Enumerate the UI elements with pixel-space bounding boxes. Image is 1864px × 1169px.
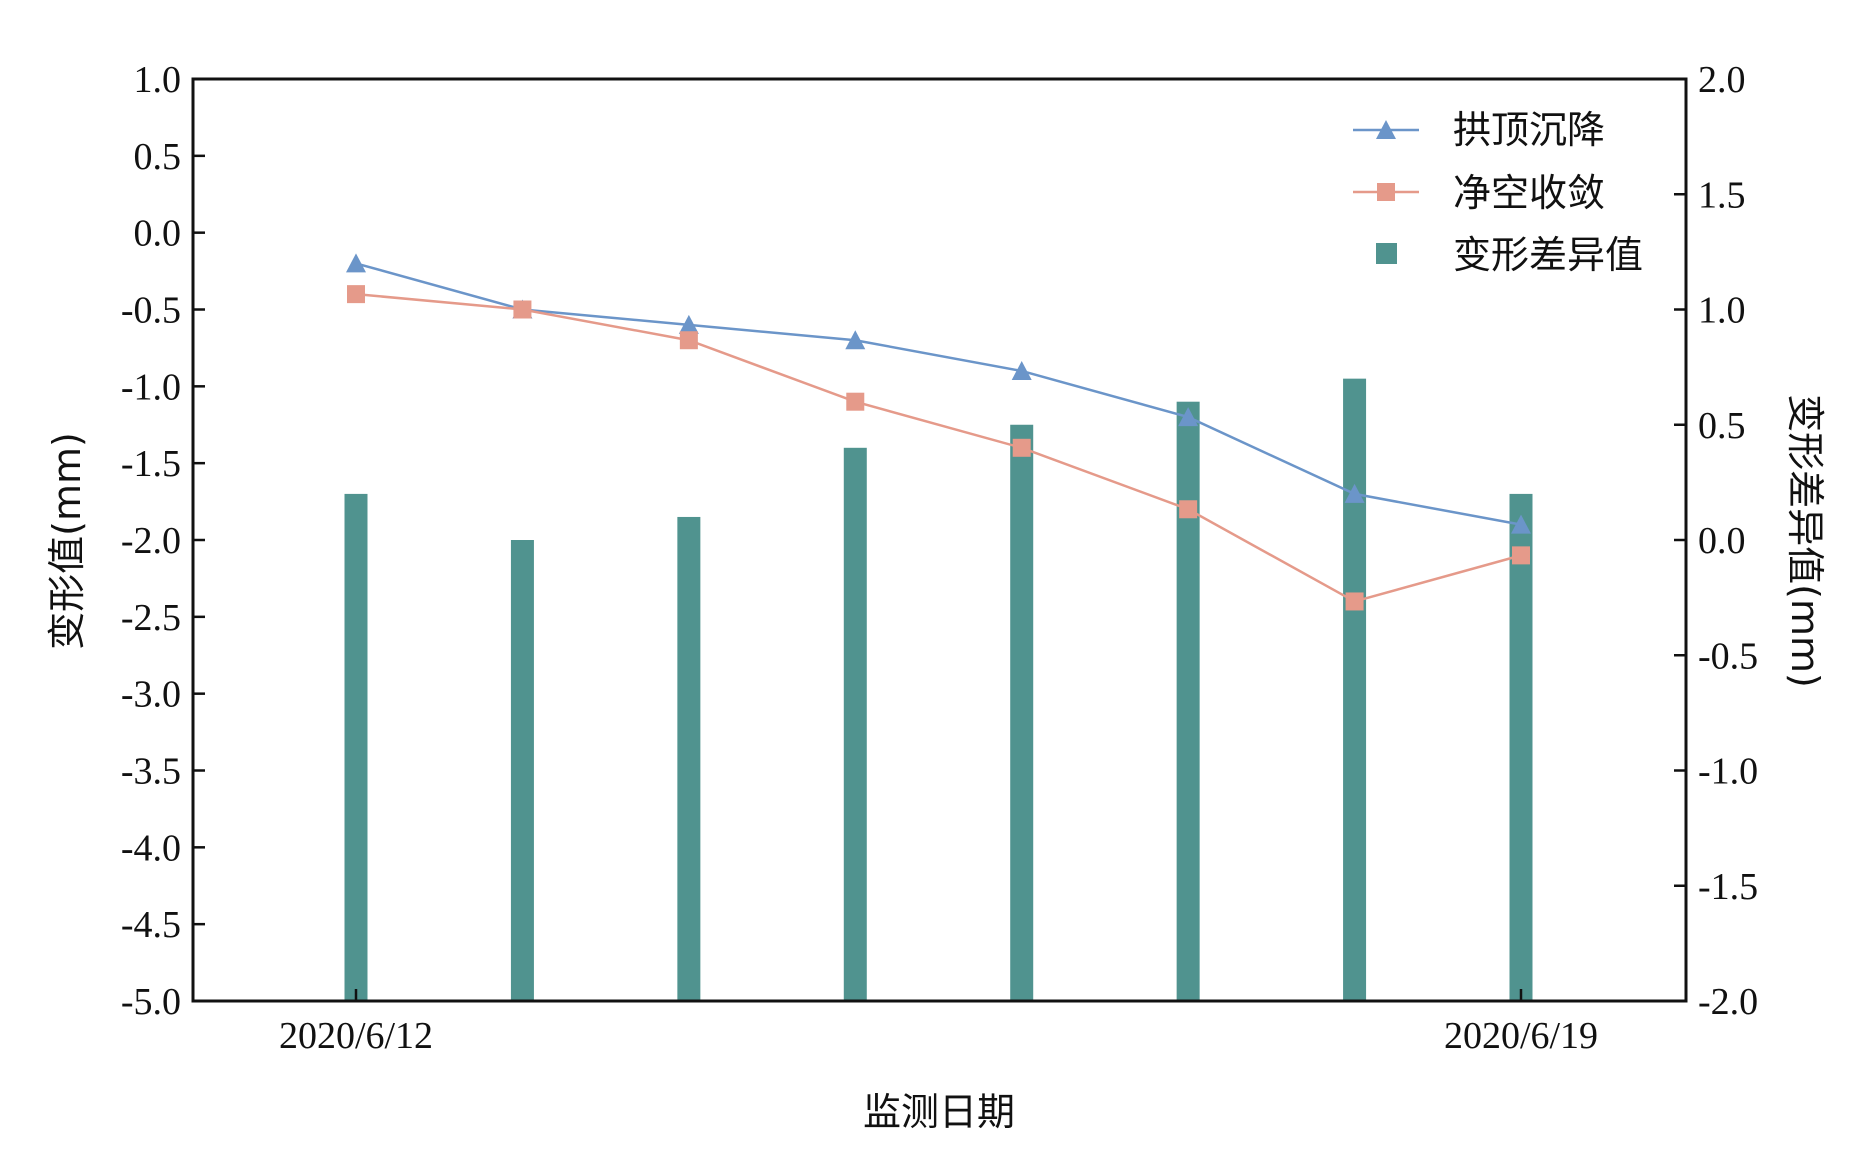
series-0-triangle-marker-4 — [1011, 360, 1032, 380]
left-tick-label-3: -0.5 — [121, 290, 181, 332]
x-axis-title: 监测日期 — [863, 1090, 1015, 1134]
right-tick-label-8: -2.0 — [1698, 981, 1758, 1023]
lines-layer — [355, 262, 1522, 603]
left-tick-label-9: -3.5 — [121, 751, 181, 793]
legend-marker-triangle — [1376, 120, 1396, 139]
legend-item-line-square: 净空收敛 — [1353, 171, 1605, 215]
legend: 拱顶沉降 净空收敛 变形差异值 — [1353, 108, 1643, 277]
right-tick-label-2: 1.0 — [1698, 290, 1746, 332]
x-axis-ticks: 2020/6/12 2020/6/19 — [279, 989, 1598, 1057]
bar-2 — [677, 516, 701, 1001]
left-tick-label-8: -3.0 — [121, 674, 181, 716]
left-tick-label-2: 0.0 — [134, 213, 182, 255]
x-tick-label-0: 2020/6/12 — [279, 1015, 433, 1057]
left-tick-label-12: -5.0 — [121, 981, 181, 1023]
legend-swatch-bar — [1376, 243, 1397, 264]
bar-6 — [1343, 378, 1367, 1001]
legend-marker-square — [1377, 183, 1395, 201]
series-1-square-marker-3 — [846, 392, 865, 411]
series-1-square-marker-2 — [679, 331, 698, 350]
right-tick-label-6: -1.0 — [1698, 751, 1758, 793]
right-tick-label-0: 2.0 — [1698, 59, 1746, 101]
right-tick-label-5: -0.5 — [1698, 635, 1758, 677]
bar-5 — [1176, 401, 1200, 1001]
left-tick-label-6: -2.0 — [121, 520, 181, 562]
right-tick-label-1: 1.5 — [1698, 174, 1746, 216]
series-0-triangle-marker-0 — [346, 253, 366, 273]
series-1-square-marker-7 — [1512, 546, 1530, 565]
bars-layer — [344, 378, 1533, 1001]
bar-3 — [843, 447, 867, 1001]
right-tick-label-4: 0.0 — [1698, 520, 1746, 562]
bar-1 — [510, 540, 534, 1001]
left-tick-label-0: 1.0 — [134, 59, 182, 101]
right-tick-label-3: 0.5 — [1698, 405, 1746, 447]
left-tick-label-4: -1.0 — [121, 366, 181, 408]
left-tick-label-11: -4.5 — [121, 904, 181, 946]
left-tick-label-5: -1.5 — [121, 443, 181, 485]
legend-item-line-triangle: 拱顶沉降 — [1353, 108, 1605, 152]
left-axis-ticks: 1.0 0.5 0.0 -0.5 -1.0 -1.5 -2.0 -2.5 -3.0 -3.5 -4.… — [121, 59, 205, 1023]
left-tick-label-1: 0.5 — [134, 136, 182, 178]
right-tick-label-7: -1.5 — [1698, 866, 1758, 908]
markers-layer — [346, 253, 1531, 611]
series-0-triangle-marker-5 — [1178, 407, 1199, 427]
legend-label-line-triangle: 拱顶沉降 — [1453, 108, 1605, 152]
series-1-square-marker-1 — [513, 300, 532, 319]
series-1-square-marker-5 — [1179, 500, 1198, 519]
series-line-1 — [355, 292, 1522, 603]
legend-item-bar: 变形差异值 — [1376, 233, 1643, 277]
right-axis-ticks: 2.0 1.5 1.0 0.5 0.0 -0.5 -1.0 -1.5 -2.0 — [1674, 59, 1758, 1023]
series-0-triangle-marker-6 — [1344, 483, 1365, 503]
legend-label-line-square: 净空收敛 — [1453, 171, 1605, 215]
left-tick-label-7: -2.5 — [121, 597, 181, 639]
left-tick-label-10: -4.0 — [121, 827, 181, 869]
series-1-square-marker-0 — [347, 285, 365, 304]
x-tick-label-1: 2020/6/19 — [1444, 1015, 1598, 1057]
bar-4 — [1010, 424, 1034, 1001]
series-0-triangle-marker-3 — [845, 330, 866, 350]
bar-0 — [344, 493, 368, 1001]
series-line-0 — [355, 262, 1522, 526]
series-1-square-marker-6 — [1345, 592, 1364, 611]
legend-label-bar: 变形差异值 — [1453, 233, 1643, 277]
series-0-triangle-marker-7 — [1511, 514, 1531, 534]
left-axis-title: 变形值(mm) — [45, 432, 89, 650]
series-0-triangle-marker-2 — [678, 314, 699, 334]
right-axis-title: 变形差异值(mm) — [1783, 394, 1827, 688]
bar-7 — [1509, 493, 1533, 1001]
series-1-square-marker-4 — [1012, 438, 1031, 457]
